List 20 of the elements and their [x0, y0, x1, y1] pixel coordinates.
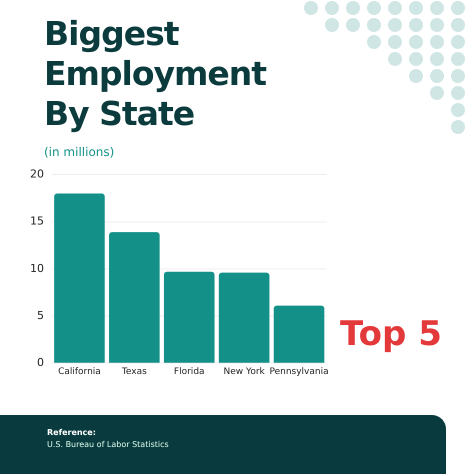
text: Reference: — [47, 428, 96, 437]
y-tick-label: 0 — [36, 356, 44, 370]
bar — [218, 272, 270, 363]
y-tick-label: 10 — [30, 262, 44, 275]
x-tick-label: California — [58, 366, 101, 377]
bar — [274, 306, 324, 363]
y-tick-label: 5 — [36, 308, 44, 322]
x-tick-label: Pennsylvania — [269, 366, 329, 377]
y-tick-label: 15 — [30, 214, 44, 228]
x-tick-label: Florida — [174, 366, 205, 377]
x-tick-label: New York — [224, 366, 266, 377]
bar — [109, 232, 160, 363]
chart-title: Biggest Employment By State — [44, 14, 268, 134]
bar — [164, 272, 215, 363]
text: U.S. Bureau of Labor Statistics — [47, 440, 169, 449]
y-tick-label: 20 — [30, 167, 44, 180]
x-tick-label: Texas — [120, 366, 148, 377]
bar — [54, 193, 105, 363]
text: Top 5 — [340, 314, 442, 354]
y-axis-title: (in millions) — [44, 145, 114, 159]
